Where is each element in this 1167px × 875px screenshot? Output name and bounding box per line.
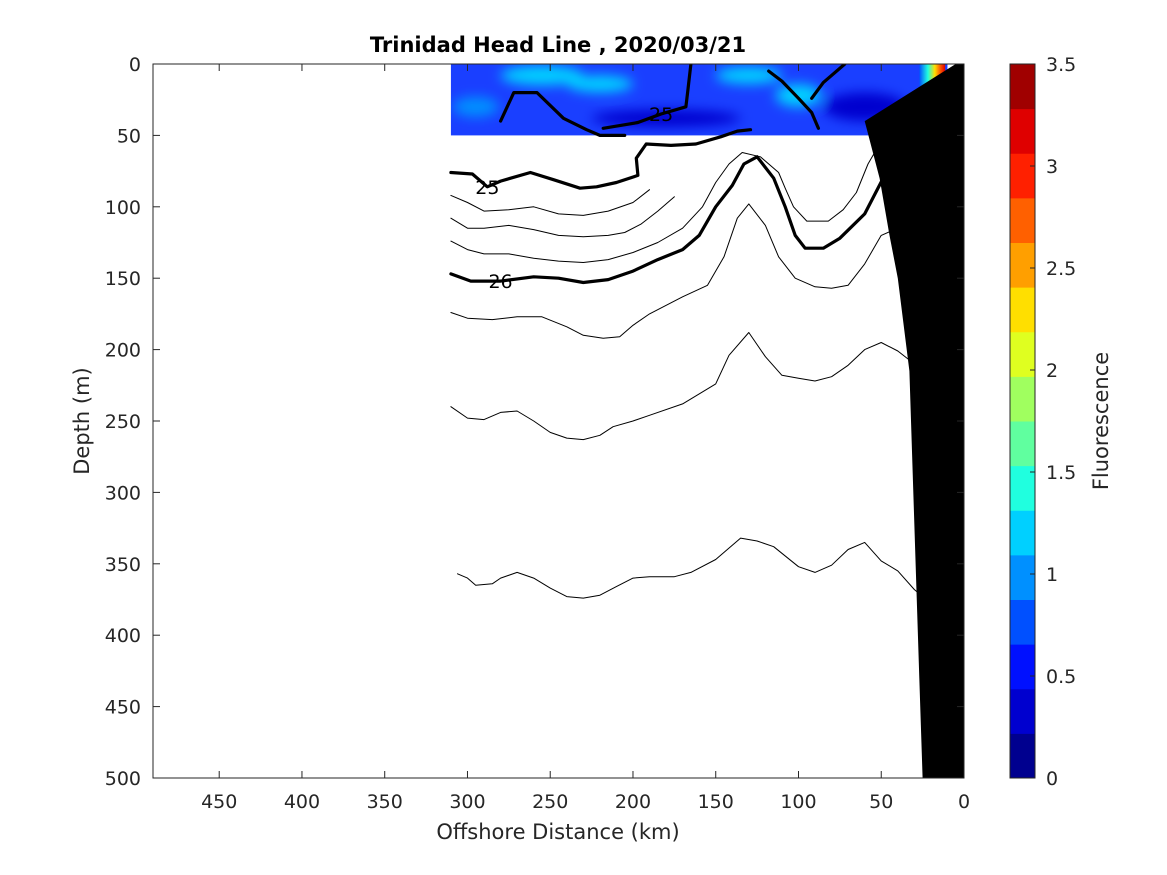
x-tick-label: 450 [201,791,237,813]
colorbar-tick-label: 1 [1046,564,1058,586]
colorbar-segment [1010,376,1035,422]
contour-line [450,203,952,339]
fluorescence-patch [775,83,822,107]
y-tick-label: 150 [105,268,141,290]
colorbar-tick-label: 3 [1046,156,1058,178]
y-tick-label: 0 [129,54,141,76]
x-tick-label: 200 [615,791,651,813]
x-tick-label: 50 [869,791,893,813]
bathymetry [864,64,964,778]
y-tick-label: 200 [105,340,141,362]
colorbar-tick-label: 0 [1046,768,1058,790]
colorbar-frame [1009,63,1036,779]
contour-line [450,196,675,238]
x-tick-label: 0 [958,791,970,813]
colorbar-ticks: 0 0.5 1 1.5 2 2.5 3 3.5 [1030,54,1076,790]
plot-layer: 25 25 26 [449,64,964,778]
colorbar-segment [1010,242,1035,288]
y-tick-label: 500 [105,768,141,790]
colorbar-segment [1010,688,1035,734]
chart-title: Trinidad Head Line , 2020/03/21 [370,33,746,57]
x-axis-label: Offshore Distance (km) [436,820,679,844]
fluorescence-patch [715,66,782,84]
y-axis-ticks: 0 50 100 150 200 250 300 350 400 450 500 [105,54,964,790]
contour-line-bold [767,69,821,130]
colorbar-segment [1010,108,1035,154]
colorbar-segment [1010,644,1035,690]
colorbar-tick-label: 3.5 [1046,54,1076,76]
plot-area [153,64,964,778]
y-tick-label: 250 [105,411,141,433]
y-tick-label: 300 [105,482,141,504]
colorbar-segment [1010,465,1035,511]
y-axis-label: Depth (m) [70,367,94,474]
colorbar-tick-label: 0.5 [1046,666,1076,688]
y-tick-label: 450 [105,697,141,719]
colorbar-segment [1010,421,1035,467]
contour-line-bold [601,64,693,130]
fluorescence-patch [500,65,584,86]
x-tick-label: 100 [780,791,816,813]
contour-label: 25 [475,177,499,199]
contour-label: 25 [649,104,673,126]
colorbar-segment [1010,64,1035,110]
colorbar-tick-label: 2.5 [1046,258,1076,280]
contour-line [450,134,886,263]
colorbar-label: Fluorescence [1089,352,1113,490]
x-tick-label: 350 [367,791,403,813]
colorbar-segment [1010,331,1035,377]
contour-line-bold [810,64,847,100]
colorbar [1010,64,1035,779]
colorbar-segment [1010,510,1035,556]
x-tick-label: 250 [532,791,568,813]
contour-line [457,537,940,612]
colorbar-segment [1010,599,1035,645]
x-tick-label: 300 [449,791,485,813]
colorbar-segment [1010,287,1035,333]
y-tick-label: 350 [105,554,141,576]
y-tick-label: 50 [117,125,141,147]
colorbar-tick-label: 2 [1046,360,1058,382]
contour-line-bold [449,128,753,190]
x-axis-ticks: 450 400 350 300 250 200 150 100 50 0 [201,64,970,813]
contour-line-bold [499,90,627,137]
y-tick-label: 400 [105,625,141,647]
bathymetry-polygon [864,64,964,778]
y-tick-label: 100 [105,197,141,219]
fluorescence-patch [452,96,499,117]
colorbar-segment [1010,153,1035,199]
colorbar-segment [1010,554,1035,600]
contour-label: 26 [488,271,512,293]
contour-line [450,189,650,216]
x-tick-label: 400 [284,791,320,813]
x-tick-label: 150 [698,791,734,813]
contour-line [450,332,945,441]
colorbar-tick-label: 1.5 [1046,462,1076,484]
fluorescence-patch [566,75,633,93]
colorbar-segment [1010,733,1035,779]
colorbar-segment [1010,197,1035,243]
